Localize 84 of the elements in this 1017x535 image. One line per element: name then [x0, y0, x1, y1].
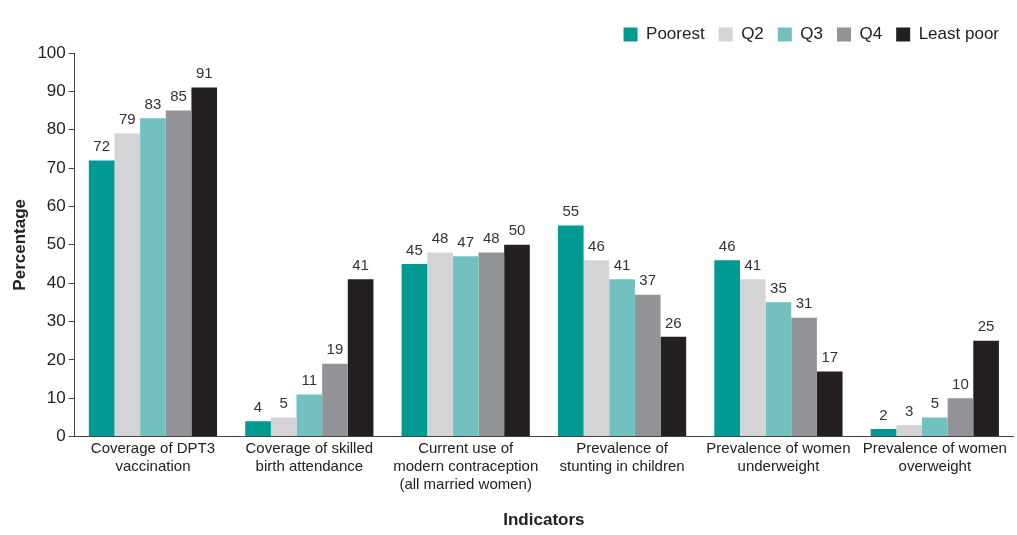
- data-label: 25: [977, 317, 995, 335]
- bar: [114, 133, 141, 437]
- y-tick-label: 70: [46, 157, 66, 177]
- legend-label: Q2: [741, 24, 764, 44]
- bar: [165, 110, 192, 437]
- bar: [870, 428, 897, 437]
- bar: [191, 87, 218, 437]
- legend-label: Least poor: [918, 24, 1000, 44]
- data-label: 4: [253, 397, 263, 415]
- x-tick-label: Coverage of DPT3 vaccination: [90, 438, 216, 474]
- data-label: 37: [639, 271, 657, 289]
- bar: [557, 225, 584, 437]
- bar: [739, 279, 766, 437]
- data-label: 31: [795, 294, 813, 312]
- bar: [401, 263, 428, 437]
- bar: [504, 244, 530, 437]
- y-tick-label: 90: [46, 81, 66, 101]
- bar: [634, 294, 661, 437]
- x-tick-label: Prevalence of women underweight: [706, 438, 851, 474]
- legend-label: Poorest: [646, 24, 705, 44]
- y-tick-label: 80: [46, 119, 66, 139]
- data-label: 26: [665, 313, 682, 331]
- data-label: 45: [406, 240, 423, 258]
- bar: [270, 417, 297, 437]
- data-label: 46: [588, 236, 605, 254]
- data-label: 48: [431, 229, 449, 247]
- bar: [347, 279, 374, 437]
- data-label: 17: [821, 348, 839, 366]
- y-tick-label: 100: [37, 42, 66, 62]
- y-tick-label: 0: [56, 426, 66, 446]
- y-tick-label: 60: [46, 196, 66, 216]
- x-tick-label: Prevalence of women overweight: [862, 438, 1007, 474]
- x-axis-title: Indicators: [503, 510, 585, 530]
- x-tick-label: Prevalence of stunting in children: [559, 438, 685, 474]
- bar: [714, 260, 740, 437]
- bar: [322, 363, 348, 437]
- x-tick-label: Current use of modern contraception (all married women): [393, 438, 539, 492]
- bar: [452, 256, 479, 437]
- data-label: 35: [770, 278, 787, 296]
- data-label: 41: [744, 255, 762, 273]
- y-tick-label: 50: [46, 234, 66, 254]
- data-label: 85: [170, 87, 187, 105]
- bar: [660, 336, 687, 437]
- data-label: 19: [326, 340, 344, 358]
- data-label: 72: [93, 137, 110, 155]
- legend-label: Q3: [800, 24, 823, 44]
- x-tick-label: Coverage of skilled birth attendance: [245, 438, 374, 474]
- data-label: 83: [144, 94, 162, 112]
- data-label: 41: [613, 255, 631, 273]
- bar: [791, 317, 817, 437]
- data-label: 79: [118, 110, 136, 128]
- y-tick-label: 20: [46, 349, 66, 369]
- data-label: 3: [905, 401, 914, 419]
- bar: [478, 252, 505, 437]
- data-label: 50: [508, 221, 526, 239]
- data-label: 5: [930, 394, 939, 412]
- bar: [973, 340, 999, 437]
- data-label: 48: [483, 229, 500, 247]
- data-label: 10: [952, 374, 969, 392]
- y-tick-label: 40: [46, 272, 66, 292]
- data-label: 2: [879, 405, 888, 423]
- y-tick-label: 10: [46, 387, 66, 407]
- bar: [140, 118, 166, 437]
- data-label: 46: [718, 236, 736, 254]
- data-label: 11: [301, 371, 318, 389]
- bar: [296, 394, 323, 437]
- bar: [896, 425, 922, 437]
- data-label: 47: [457, 232, 475, 250]
- data-label: 91: [195, 64, 213, 82]
- bar: [609, 279, 635, 437]
- bar: [88, 160, 115, 437]
- bar: [816, 371, 843, 437]
- data-label: 55: [562, 202, 580, 220]
- bar: [765, 302, 792, 437]
- bar: [245, 421, 271, 437]
- bar: [947, 398, 974, 437]
- data-label: 41: [352, 255, 369, 273]
- bar: [427, 252, 453, 437]
- data-label: 5: [279, 394, 288, 412]
- bar: [921, 417, 948, 437]
- y-tick-label: 30: [46, 311, 66, 331]
- bar: [583, 260, 610, 437]
- y-axis-title: Percentage: [9, 198, 29, 291]
- legend-label: Q4: [859, 24, 883, 44]
